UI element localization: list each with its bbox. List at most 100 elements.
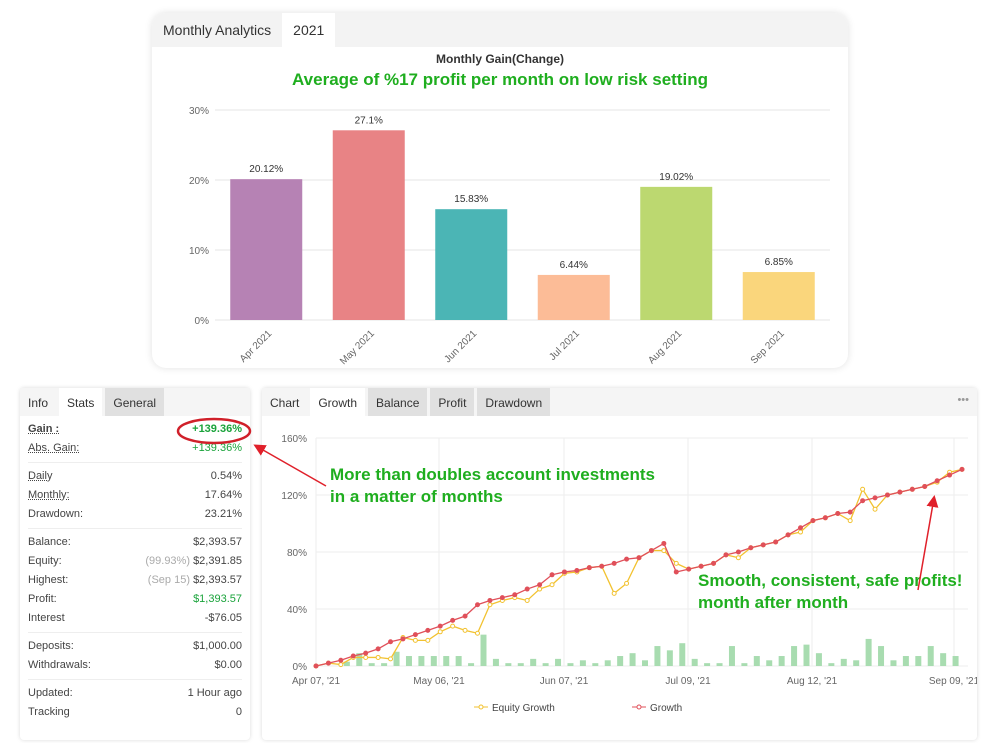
tab-balance[interactable]: Balance <box>368 388 428 416</box>
data-point <box>835 511 841 517</box>
data-point <box>798 529 803 535</box>
stat-value: +139.36% <box>192 420 242 439</box>
annotation-smooth: Smooth, consistent, safe profits! month … <box>698 570 962 614</box>
data-point <box>537 586 543 592</box>
x-tick-label: Sep 09, '21 <box>929 676 977 687</box>
y-tick-label: 160% <box>281 434 307 445</box>
x-tick-label: Sep 2021 <box>749 328 787 366</box>
data-point <box>524 597 530 603</box>
data-point <box>487 602 493 608</box>
data-point <box>773 539 779 545</box>
more-menu-icon[interactable]: ••• <box>957 394 969 406</box>
daily-bar <box>666 650 673 666</box>
daily-bar <box>530 658 537 666</box>
stat-value: 17.64% <box>205 486 242 505</box>
data-point <box>686 566 692 572</box>
stat-amount: -$76.05 <box>204 612 242 624</box>
data-point <box>810 518 816 524</box>
stat-amount: 17.64% <box>204 489 242 501</box>
data-point <box>872 506 878 512</box>
daily-bar <box>642 660 648 666</box>
stat-row: Balance: $2,393.57 <box>20 533 250 552</box>
tab-drawdown[interactable]: Drawdown <box>477 388 551 416</box>
data-point <box>760 542 766 548</box>
stats-panel: Info Stats General Gain : +139.36% Abs. Gain… <box>20 388 250 740</box>
stat-value: 1 Hour ago <box>188 684 242 703</box>
daily-bar <box>418 656 425 666</box>
data-point <box>735 555 741 561</box>
stat-label: Updated: <box>28 687 73 699</box>
data-point <box>822 515 828 521</box>
data-point <box>512 592 518 598</box>
stat-row: Abs. Gain: +139.36% <box>20 439 250 458</box>
annotation-line: More than doubles account investments <box>330 465 655 484</box>
data-point <box>847 509 853 515</box>
data-point <box>785 532 791 538</box>
data-point <box>462 613 468 619</box>
data-point <box>325 660 331 666</box>
tab-monthly-analytics[interactable]: Monthly Analytics <box>163 22 272 38</box>
data-label: 27.1% <box>355 115 383 126</box>
daily-bar <box>753 656 760 666</box>
data-point <box>388 639 394 645</box>
tab-stats[interactable]: Stats <box>59 388 103 416</box>
data-point <box>673 560 679 566</box>
data-point <box>450 617 456 623</box>
tab-2021[interactable]: 2021 <box>282 13 336 47</box>
data-label: 15.83% <box>454 194 488 205</box>
data-point <box>437 623 443 629</box>
y-tick-label: 20% <box>189 176 209 187</box>
y-tick-label: 0% <box>195 316 210 327</box>
data-label: 19.02% <box>659 172 693 183</box>
stat-label: Abs. Gain: <box>28 442 80 454</box>
data-point <box>350 653 356 659</box>
data-point <box>363 650 369 656</box>
data-point <box>586 565 592 571</box>
tab-growth[interactable]: Growth <box>310 388 366 416</box>
tab-general[interactable]: General <box>105 388 165 416</box>
daily-bar <box>542 663 549 666</box>
growth-chart: 0% 40% 80% 120% 160% Apr 07, '21 May 06, '21 Ju… <box>281 434 977 714</box>
daily-bar <box>393 651 400 666</box>
stat-amount: $0.00 <box>214 659 242 671</box>
x-tick-label: May 06, '21 <box>413 676 465 687</box>
x-tick-label: Jun 07, '21 <box>540 676 589 687</box>
daily-bar <box>604 660 611 666</box>
data-point <box>661 548 667 554</box>
divider <box>28 462 242 463</box>
stat-row: Updated: 1 Hour ago <box>20 684 250 703</box>
x-tick-label: Jun 2021 <box>442 328 479 365</box>
data-point <box>860 498 866 504</box>
daily-bar <box>368 663 375 666</box>
daily-bar <box>505 663 512 666</box>
data-point <box>897 489 903 495</box>
stat-label: Drawdown: <box>28 508 84 520</box>
daily-bar <box>555 658 562 666</box>
data-point <box>860 486 866 492</box>
tab-info[interactable]: Info <box>28 396 49 410</box>
daily-bar <box>952 656 959 666</box>
data-point <box>624 580 630 586</box>
data-point <box>636 555 642 561</box>
data-point <box>400 636 406 642</box>
data-point <box>748 545 754 551</box>
annotation-doubles: More than doubles account investments in… <box>330 464 655 508</box>
tab-profit[interactable]: Profit <box>430 388 475 416</box>
tab-chart[interactable]: Chart <box>270 396 300 410</box>
data-point <box>959 466 965 472</box>
stat-amount: +139.36% <box>192 423 242 435</box>
data-point <box>735 549 741 555</box>
y-tick-label: 0% <box>293 662 308 673</box>
bar <box>640 186 713 320</box>
annotation-line: month after month <box>698 593 849 612</box>
daily-bar <box>654 646 661 666</box>
data-point <box>437 629 443 635</box>
annotation-line: in a matter of months <box>330 487 503 506</box>
data-point <box>524 586 530 592</box>
stat-label: Gain : <box>28 423 60 435</box>
stat-value: +139.36% <box>192 439 242 458</box>
daily-bar <box>853 660 860 666</box>
stat-label: Profit: <box>28 593 57 605</box>
stat-label: Equity: <box>28 555 62 567</box>
data-point <box>462 627 468 633</box>
